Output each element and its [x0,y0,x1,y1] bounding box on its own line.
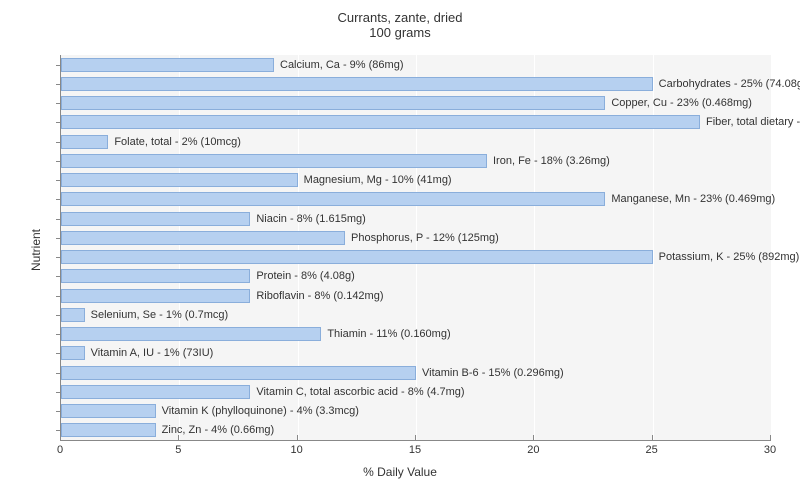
bar-label: Niacin - 8% (1.615mg) [256,212,365,226]
bar [61,231,345,245]
bar-label: Fiber, total dietary - 27% (6.8g) [706,115,800,129]
bar [61,77,653,91]
gridline [298,55,299,440]
bar [61,308,85,322]
title-line-1: Currants, zante, dried [337,10,462,25]
x-tick-label: 5 [175,444,181,456]
x-axis-label: % Daily Value [0,465,800,479]
bar-label: Potassium, K - 25% (892mg) [659,250,800,264]
y-axis-label: Nutrient [29,229,43,271]
bar [61,115,700,129]
bar-label: Riboflavin - 8% (0.142mg) [256,289,383,303]
bar-label: Protein - 8% (4.08g) [256,269,354,283]
bar-label: Vitamin C, total ascorbic acid - 8% (4.7… [256,385,464,399]
x-tick-mark [178,435,179,440]
bar-label: Selenium, Se - 1% (0.7mcg) [91,308,229,322]
bar-label: Vitamin A, IU - 1% (73IU) [91,346,214,360]
bar [61,269,250,283]
bar-label: Iron, Fe - 18% (3.26mg) [493,154,610,168]
bar [61,173,298,187]
bar [61,404,156,418]
bar [61,385,250,399]
bar [61,58,274,72]
gridline [771,55,772,440]
bar [61,192,605,206]
x-tick-label: 30 [764,444,776,456]
x-tick-label: 25 [646,444,658,456]
bar [61,366,416,380]
bar-label: Vitamin K (phylloquinone) - 4% (3.3mcg) [162,404,359,418]
bar [61,135,108,149]
bar-label: Carbohydrates - 25% (74.08g) [659,77,800,91]
bar [61,96,605,110]
bar-label: Copper, Cu - 23% (0.468mg) [611,96,752,110]
bar-label: Manganese, Mn - 23% (0.469mg) [611,192,775,206]
bar [61,250,653,264]
bar-label: Phosphorus, P - 12% (125mg) [351,231,499,245]
bar [61,212,250,226]
plot-area: Calcium, Ca - 9% (86mg)Carbohydrates - 2… [60,55,771,441]
bar-label: Magnesium, Mg - 10% (41mg) [304,173,452,187]
x-tick-mark [60,435,61,440]
x-tick-label: 0 [57,444,63,456]
x-tick-label: 20 [527,444,539,456]
gridline [416,55,417,440]
gridline [653,55,654,440]
bar-label: Thiamin - 11% (0.160mg) [327,327,450,341]
gridline [534,55,535,440]
bar-label: Vitamin B-6 - 15% (0.296mg) [422,366,564,380]
nutrient-chart: Currants, zante, dried 100 grams Nutrien… [0,0,800,500]
bar [61,346,85,360]
bar-label: Folate, total - 2% (10mcg) [114,135,241,149]
chart-title: Currants, zante, dried 100 grams [0,10,800,40]
x-tick-mark [297,435,298,440]
x-tick-label: 10 [291,444,303,456]
bar-label: Calcium, Ca - 9% (86mg) [280,58,403,72]
gridline [179,55,180,440]
x-tick-mark [652,435,653,440]
bar [61,154,487,168]
bar [61,289,250,303]
bar [61,327,321,341]
x-tick-mark [533,435,534,440]
title-line-2: 100 grams [369,25,430,40]
x-tick-mark [770,435,771,440]
x-tick-label: 15 [409,444,421,456]
bar [61,423,156,437]
x-tick-mark [415,435,416,440]
